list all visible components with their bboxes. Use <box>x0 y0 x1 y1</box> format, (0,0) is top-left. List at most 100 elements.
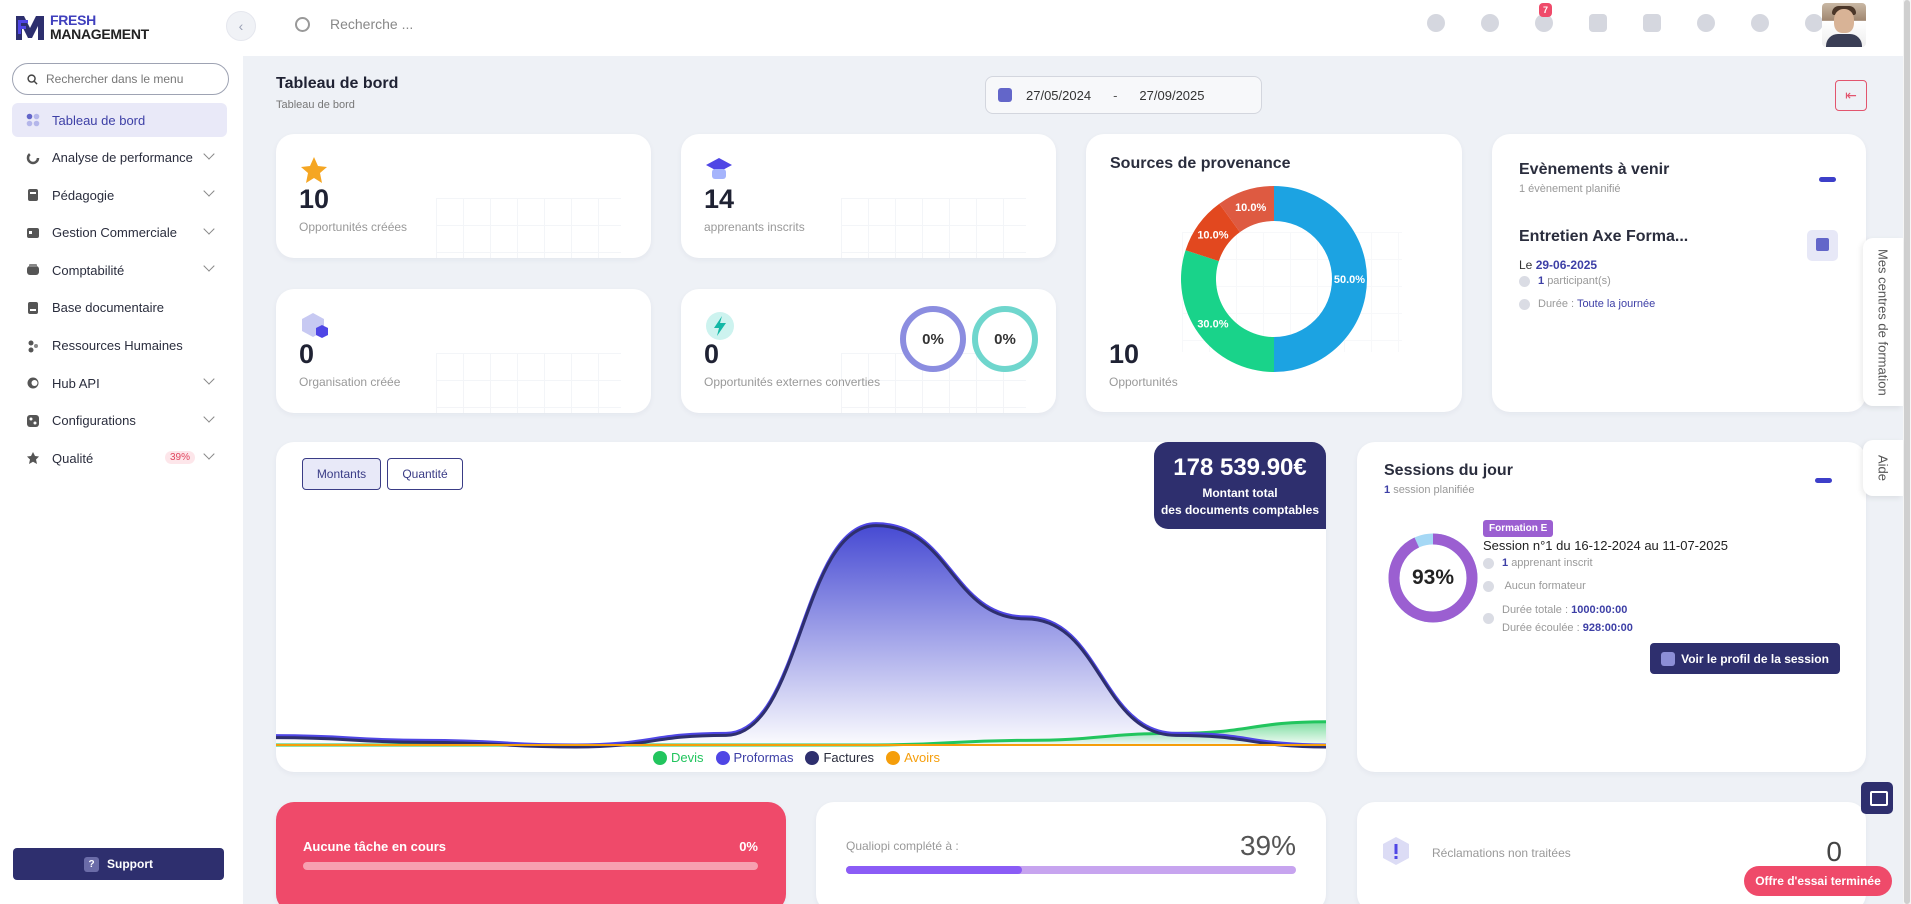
sidebar-item-pedagogie[interactable]: Pédagogie <box>12 178 227 212</box>
donut-slice-label: 30.0% <box>1197 318 1228 330</box>
events-subtitle: 1 évènement planifié <box>1519 183 1621 195</box>
calendar-icon <box>998 88 1012 102</box>
briefcase-icon <box>26 226 40 240</box>
add-circle-icon[interactable] <box>1805 14 1823 32</box>
lightning-icon <box>706 312 734 340</box>
stat-label: apprenants inscrits <box>704 220 805 234</box>
sources-title: Sources de provenance <box>1110 155 1291 172</box>
collapse-sidebar-button[interactable]: ‹ <box>226 11 256 41</box>
donut-slice[interactable] <box>1185 203 1240 262</box>
chart-donut-icon <box>26 151 40 165</box>
sources-total-label: Opportunités <box>1109 375 1178 389</box>
donut-slice[interactable] <box>1181 250 1274 372</box>
quality-badge: 39% <box>164 451 195 465</box>
side-tab-centres[interactable]: Mes centres de formation <box>1863 238 1903 406</box>
menu-search-input[interactable] <box>46 72 216 86</box>
chat-widget-button[interactable] <box>1861 782 1893 814</box>
qualiopi-card: Qualiopi complété à : 39% <box>816 802 1326 904</box>
sidebar-item-qualite[interactable]: Qualité 39% <box>12 441 227 475</box>
claims-count: 0 <box>1826 836 1842 867</box>
legend-item-factures[interactable]: Factures <box>805 750 874 765</box>
page-scrollbar[interactable] <box>1903 0 1911 904</box>
sources-donut[interactable]: 50.0% 30.0% 10.0% 10.0% <box>1179 184 1369 374</box>
minimize-icon[interactable] <box>1815 478 1832 483</box>
sidebar-item-ressources-humaines[interactable]: Ressources Humaines <box>12 329 227 363</box>
total-amount: 178 539.90€ <box>1173 454 1307 481</box>
sidebar-item-tableau-de-bord[interactable]: Tableau de bord <box>12 103 227 137</box>
brand-name: FRESH MANAGEMENT <box>50 12 149 42</box>
tasks-card: Aucune tâche en cours 0% <box>276 802 786 904</box>
sidebar-item-label: Pédagogie <box>52 187 115 203</box>
date-end: 27/09/2025 <box>1139 87 1205 103</box>
star-icon <box>26 451 40 465</box>
stat-label: Organisation créée <box>299 375 401 389</box>
session-progress-ring <box>1388 533 1478 623</box>
search-icon <box>295 16 310 32</box>
sidebar-item-configurations[interactable]: Configurations <box>12 404 227 438</box>
sidebar-item-comptabilite[interactable]: Comptabilité <box>12 253 227 287</box>
refresh-icon[interactable] <box>1697 14 1715 32</box>
events-card: Evènements à venir 1 évènement planifié … <box>1492 134 1866 412</box>
sidebar-item-gestion-commerciale[interactable]: Gestion Commerciale <box>12 216 227 250</box>
tab-quantite[interactable]: Quantité <box>387 458 463 490</box>
loader-icon[interactable] <box>1427 14 1445 32</box>
chevron-down-icon <box>203 448 215 461</box>
sidebar-item-label: Hub API <box>52 375 100 391</box>
sidebar-item-analyse[interactable]: Analyse de performance <box>12 141 227 175</box>
topbar: 7 <box>243 0 1911 56</box>
chevron-left-icon: ‹ <box>238 18 244 34</box>
tab-montants[interactable]: Montants <box>302 458 381 490</box>
donut-slice[interactable] <box>1274 186 1367 372</box>
support-button[interactable]: ? Support <box>13 848 224 880</box>
logout-button[interactable]: ⇤ <box>1835 80 1867 111</box>
image-icon[interactable] <box>1643 14 1661 32</box>
documents-area-chart[interactable] <box>276 442 1326 772</box>
tasks-percent: 0% <box>739 839 758 854</box>
donut-slice[interactable] <box>1219 186 1274 233</box>
tasks-progress-bar <box>303 862 758 870</box>
series-area-devis <box>276 721 1326 745</box>
sidebar-item-label: Gestion Commerciale <box>52 225 177 241</box>
donut-slice-label: 10.0% <box>1235 202 1266 214</box>
settings-icon <box>26 414 40 428</box>
page-title: Tableau de bord <box>276 75 399 92</box>
logout-icon: ⇤ <box>1845 87 1857 103</box>
trial-ended-button[interactable]: Offre d'essai terminée <box>1744 866 1892 896</box>
brand-logo[interactable]: FRESH MANAGEMENT <box>14 10 149 44</box>
breadcrumb: Tableau de bord <box>276 99 355 111</box>
menu-search[interactable] <box>12 63 229 95</box>
chat-icon[interactable] <box>1589 14 1607 32</box>
global-search-input[interactable] <box>330 16 630 32</box>
moon-icon[interactable] <box>1481 14 1499 32</box>
book-icon <box>26 188 40 202</box>
user-avatar[interactable] <box>1822 3 1866 47</box>
chevron-down-icon <box>203 411 215 423</box>
side-tab-aide[interactable]: Aide <box>1863 440 1903 496</box>
sidebar-item-base-documentaire[interactable]: Base documentaire <box>12 291 227 325</box>
bell-icon[interactable]: 7 <box>1535 3 1553 32</box>
event-calendar-icon[interactable] <box>1807 230 1838 261</box>
legend-item-avoirs[interactable]: Avoirs <box>886 750 940 765</box>
ring-progress <box>1388 533 1478 623</box>
sidebar-item-label: Configurations <box>52 413 136 429</box>
wallet-icon <box>26 263 40 277</box>
stat-label: Opportunités externes converties <box>704 375 881 389</box>
event-title[interactable]: Entretien Axe Forma... <box>1519 228 1689 245</box>
global-search[interactable] <box>295 16 630 32</box>
chevron-down-icon <box>203 147 215 160</box>
series-line-factures[interactable] <box>276 524 1326 749</box>
legend-item-devis[interactable]: Devis <box>653 750 704 765</box>
sidebar-item-label: Base documentaire <box>52 300 165 316</box>
session-learners: 1 apprenant inscrit <box>1483 557 1593 569</box>
minimize-icon[interactable] <box>1819 177 1836 182</box>
date-range-picker[interactable]: 27/05/2024 - 27/09/2025 <box>985 76 1262 114</box>
sidebar-item-hub-api[interactable]: Hub API <box>12 366 227 400</box>
sessions-card: Sessions du jour 1 session planifiée 93% <box>1357 442 1866 772</box>
stat-value: 10 <box>299 184 330 214</box>
sidebar-item-label: Tableau de bord <box>52 112 146 128</box>
sun-icon[interactable] <box>1751 14 1769 32</box>
stat-card-apprenants: 14 apprenants inscrits <box>681 134 1056 258</box>
chevron-right-icon <box>1483 580 1494 592</box>
view-session-profile-button[interactable]: Voir le profil de la session <box>1650 643 1840 674</box>
legend-item-proformas[interactable]: Proformas <box>715 750 793 765</box>
